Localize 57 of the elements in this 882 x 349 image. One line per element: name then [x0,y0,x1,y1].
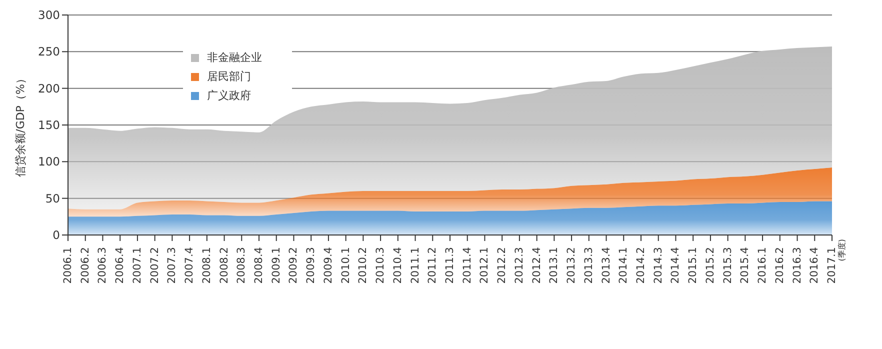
x-tick-label: 2013.2 [566,247,578,284]
x-tick-label: 2012.4 [530,246,543,284]
legend-label: 广义政府 [207,88,251,103]
x-tick-label: 2010.2 [357,247,370,284]
x-tick-label: 2013.4 [600,246,612,284]
x-tick-label: 2015.3 [722,247,734,284]
x-tick-label: 2009.4 [322,246,334,284]
x-tick-label: 2016.1 [756,247,769,284]
y-tick-label: 150 [38,118,60,132]
x-tick-label: 2007.2 [148,247,161,284]
x-tick-label: 2012.1 [478,247,491,284]
x-tick-label: 2007.1 [131,247,144,284]
x-tick-label: 2013.1 [548,247,560,284]
x-tick-label: 2011.3 [444,247,456,284]
x-tick-label: 2012.3 [513,247,526,284]
y-tick-label: 100 [38,154,60,169]
x-tick-label: 2014.4 [670,246,682,284]
x-tick-label: 2008.4 [253,246,265,284]
x-tick-label: 2015.4 [739,246,752,284]
x-tick-label: 2010.1 [340,247,352,284]
y-tick-label: 200 [38,81,60,96]
x-tick-label: 2008.2 [218,247,230,284]
x-tick-label: 2012.2 [496,247,508,284]
x-tick-label: 2011.4 [461,246,474,284]
y-tick-label: 300 [38,8,60,22]
x-tick-label: 2016.4 [808,246,821,284]
x-tick-label: 2014.2 [635,247,647,284]
x-tick-label: 2009.3 [305,247,318,284]
y-axis-title: 信贷余额/GDP（%） [14,73,27,177]
text: (季度) [838,239,846,262]
x-tick-label: 2007.4 [184,246,196,284]
x-tick-label: 2008.3 [236,247,248,284]
x-tick-label: 2010.3 [374,247,387,284]
y-tick-label: 50 [45,191,60,206]
legend-label: 居民部门 [207,69,251,84]
x-tick-label: 2009.1 [270,247,282,284]
x-tick-label: 2014.3 [652,247,664,284]
x-tick-label: 2015.2 [704,247,716,284]
x-tick-label: 2015.1 [687,247,700,284]
x-tick-label: 2011.2 [426,247,439,284]
x-tick-label: 2006.2 [79,247,92,284]
x-tick-label: 2010.4 [392,246,404,284]
x-tick-label: 2016.2 [774,247,786,284]
x-tick-label: 2008.1 [200,247,213,284]
x-tick-label: 2014.1 [618,247,630,284]
x-tick-label: 2011.1 [409,247,422,284]
legend-label: 非金融企业 [207,50,262,65]
y-tick-label: 250 [38,44,60,59]
y-tick-label: 0 [52,228,60,242]
x-tick-label: 2016.3 [791,247,804,284]
x-tick-label: 2017.1 [826,247,838,284]
x-tick-label: 2013.3 [582,247,595,284]
x-tick-label: 2006.4 [114,246,126,284]
x-tick-label: 2006.1 [62,247,74,284]
x-tick-label: 2006.3 [96,247,109,284]
x-tick-label: 2007.3 [166,247,178,284]
x-tick-label: 2009.2 [288,247,300,284]
